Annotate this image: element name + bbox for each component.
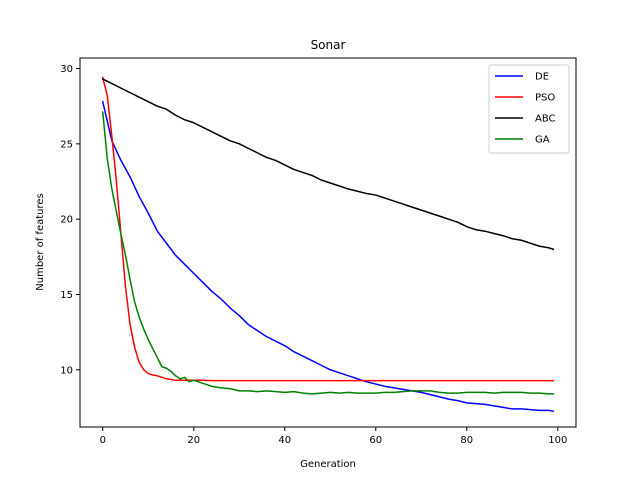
legend-label-abc: ABC: [535, 114, 556, 125]
x-axis-label: Generation: [300, 459, 356, 470]
legend-label-de: DE: [535, 72, 549, 83]
x-axis: 0 20 40 60 80 100: [100, 427, 567, 446]
y-tick-label: 25: [60, 139, 73, 150]
series-line-de: [101, 100, 555, 413]
series-line-pso: [101, 76, 554, 382]
y-tick-label: 30: [60, 64, 73, 75]
series-line-ga: [101, 111, 554, 395]
y-axis: 10 15 20 25 30: [60, 64, 80, 376]
x-tick-label: 60: [369, 435, 382, 446]
legend-label-pso: PSO: [535, 93, 555, 104]
y-axis-label: Number of features: [35, 193, 46, 290]
legend-box: [488, 64, 570, 154]
x-tick-label: 40: [278, 435, 291, 446]
plot-frame: [79, 57, 577, 428]
series-line-abc: [101, 78, 555, 251]
x-tick-label: 80: [460, 435, 473, 446]
plot-lines: [101, 76, 555, 413]
legend: DE PSO ABC GA: [488, 64, 570, 154]
legend-label-ga: GA: [535, 135, 550, 146]
y-tick-label: 20: [60, 215, 73, 226]
y-tick-label: 15: [60, 290, 73, 301]
x-tick-label: 20: [187, 435, 200, 446]
x-tick-label: 0: [100, 435, 106, 446]
y-tick-label: 10: [60, 365, 73, 376]
x-tick-label: 100: [548, 435, 567, 446]
chart-title: Sonar: [311, 38, 346, 52]
